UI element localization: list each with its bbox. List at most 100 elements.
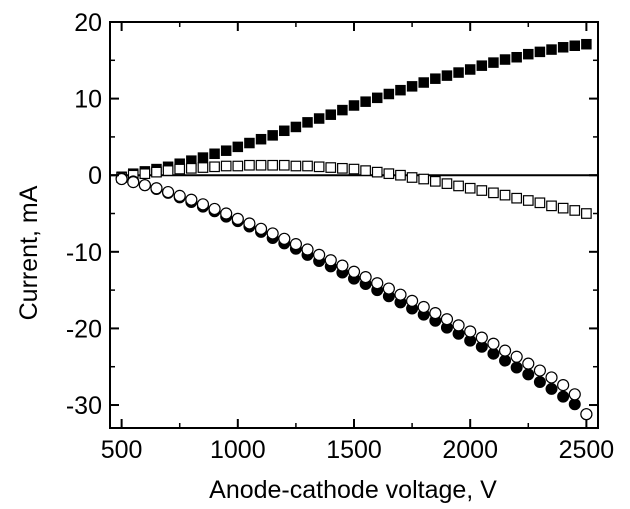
data-point-open-square xyxy=(511,192,523,204)
data-point-filled-square xyxy=(197,152,209,163)
data-point-open-square xyxy=(267,159,279,171)
data-point-open-square xyxy=(464,182,476,194)
data-point-filled-square xyxy=(546,44,557,55)
data-point-open-square xyxy=(476,185,488,196)
data-point-filled-circle xyxy=(510,361,523,374)
data-point-open-circle xyxy=(138,179,151,192)
data-point-open-square xyxy=(348,163,360,175)
data-point-open-circle xyxy=(336,259,349,272)
data-point-open-square xyxy=(453,180,464,192)
y-axis-title: Current, mA xyxy=(15,185,43,320)
data-point-filled-square xyxy=(569,40,581,51)
data-point-open-square xyxy=(360,165,371,176)
data-point-filled-square xyxy=(209,148,220,160)
data-point-filled-square xyxy=(348,100,360,111)
data-point-filled-square xyxy=(360,96,371,107)
series-filled-square xyxy=(116,38,592,182)
data-point-open-square xyxy=(255,159,267,171)
x-tick-label: 500 xyxy=(101,436,143,464)
data-point-open-circle xyxy=(440,313,454,326)
data-point-open-circle xyxy=(313,248,326,261)
data-point-open-circle xyxy=(487,337,500,350)
data-point-filled-square xyxy=(395,84,406,96)
data-point-open-square xyxy=(441,178,453,189)
data-point-open-circle xyxy=(243,217,256,230)
x-tick-labels: 500 1000 1500 2000 2500 xyxy=(101,436,614,464)
data-point-open-square xyxy=(499,189,511,201)
y-tick-label: 10 xyxy=(74,86,102,114)
data-point-filled-circle xyxy=(568,398,581,411)
data-point-open-circle xyxy=(231,212,244,225)
data-point-open-circle xyxy=(568,388,581,401)
data-point-filled-square xyxy=(313,113,325,124)
data-point-open-circle xyxy=(510,350,523,363)
data-point-open-circle xyxy=(324,254,337,267)
data-point-open-circle xyxy=(545,371,558,384)
data-point-open-circle xyxy=(557,379,570,392)
data-point-filled-circle xyxy=(499,354,512,367)
data-point-filled-square xyxy=(418,77,429,88)
x-tick-label: 2500 xyxy=(559,436,615,464)
data-point-open-square xyxy=(406,172,418,183)
data-point-open-circle xyxy=(289,238,303,251)
data-point-open-square xyxy=(174,163,186,175)
data-point-open-square xyxy=(395,169,406,181)
data-point-filled-circle xyxy=(487,347,500,360)
data-point-filled-square xyxy=(220,145,232,156)
data-point-open-circle xyxy=(452,319,465,332)
x-tick-label: 1500 xyxy=(326,436,382,464)
y-tick-label: -30 xyxy=(66,392,102,420)
data-point-filled-square xyxy=(430,73,441,84)
plot-area xyxy=(109,21,599,429)
data-point-open-square xyxy=(290,160,302,172)
data-point-open-square xyxy=(244,159,255,171)
data-point-open-circle xyxy=(417,300,430,314)
x-tick-label: 1000 xyxy=(210,436,266,464)
data-point-open-square xyxy=(197,162,209,173)
data-point-open-circle xyxy=(185,193,198,206)
series-open-square xyxy=(116,159,592,219)
y-tick-labels: 20 10 0 -10 -20 -30 xyxy=(66,9,102,420)
data-point-open-circle xyxy=(382,282,395,295)
data-point-filled-square xyxy=(371,92,383,104)
data-point-open-circle xyxy=(464,325,477,338)
data-point-open-square xyxy=(557,202,569,214)
x-axis-title: Anode-cathode voltage, V xyxy=(209,476,497,504)
data-point-open-circle xyxy=(161,185,175,199)
data-point-filled-square xyxy=(511,51,522,63)
data-point-open-circle xyxy=(405,294,419,307)
data-point-filled-square xyxy=(279,125,290,137)
data-point-filled-square xyxy=(383,88,395,100)
data-point-open-circle xyxy=(173,189,186,202)
data-point-open-square xyxy=(185,162,197,174)
data-point-open-circle xyxy=(475,331,488,344)
data-point-filled-square xyxy=(267,130,278,141)
data-point-open-square xyxy=(337,162,348,174)
data-point-open-square xyxy=(139,168,151,180)
data-point-open-circle xyxy=(254,222,268,235)
data-point-filled-square xyxy=(523,48,534,60)
data-point-open-circle xyxy=(429,306,442,320)
data-point-open-square xyxy=(313,161,325,173)
data-point-open-square xyxy=(162,165,174,176)
data-point-filled-square xyxy=(290,121,302,133)
data-point-open-circle xyxy=(498,344,512,357)
data-point-open-square xyxy=(581,208,592,219)
data-point-open-square xyxy=(325,162,337,173)
data-point-open-square xyxy=(569,205,581,216)
data-point-filled-square xyxy=(302,117,313,128)
data-point-filled-square xyxy=(406,81,418,92)
data-point-open-circle xyxy=(278,232,291,245)
data-point-open-circle xyxy=(347,265,361,278)
data-point-open-circle xyxy=(394,288,407,301)
y-tick-label: 0 xyxy=(88,162,102,190)
data-point-open-square xyxy=(151,166,162,178)
data-point-open-square xyxy=(278,159,290,171)
data-point-open-square xyxy=(209,161,220,173)
data-point-filled-square xyxy=(337,104,348,116)
data-point-open-circle xyxy=(522,357,535,370)
data-point-open-circle xyxy=(220,207,233,220)
data-point-filled-square xyxy=(441,70,453,81)
data-point-open-circle xyxy=(150,182,163,195)
